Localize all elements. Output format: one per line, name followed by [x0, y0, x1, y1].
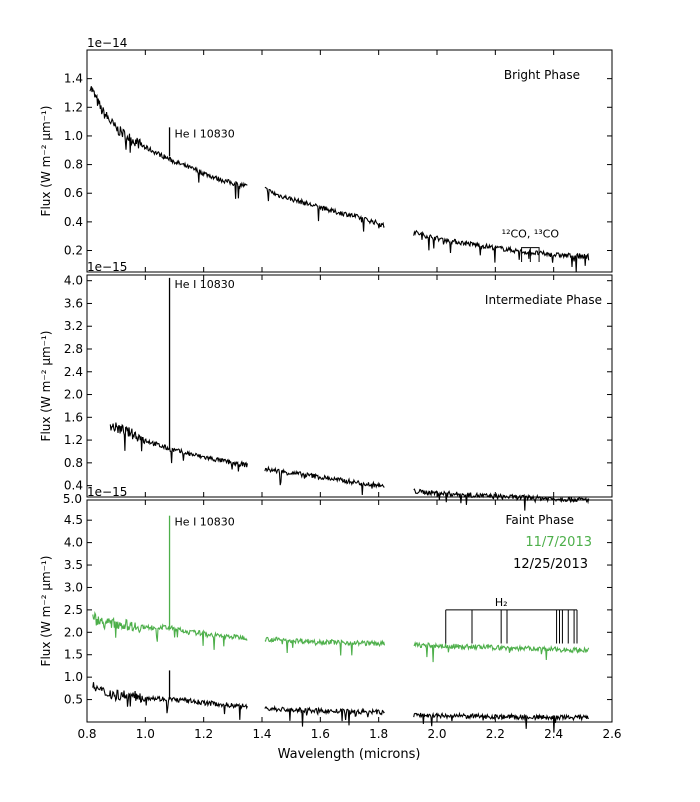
y-tick-label: 0.8 [64, 456, 83, 470]
spectrum-line-bright-seg2 [413, 229, 590, 273]
y-tick-label: 1.4 [64, 72, 83, 86]
panel-intermediate-title: Intermediate Phase [485, 293, 602, 307]
y-tick-label: 1.5 [64, 648, 83, 662]
co-bandhead-marker [521, 247, 540, 262]
panel-intermediate-annotations: He I 10830 [168, 277, 235, 449]
panel-faint-top-label: 5.0 [63, 492, 82, 506]
panel-bright-y-ticks: 0.2 0.4 0.6 0.8 1.0 1.2 1.4 [64, 72, 612, 258]
y-tick-label: 1.6 [64, 410, 83, 424]
spectrum-line-intermediate-seg0 [109, 422, 248, 472]
panel-faint-title: Faint Phase [506, 513, 574, 527]
x-tick-label: 1.6 [311, 727, 330, 741]
panel-faint-annotations: He I 10830 H₂ [168, 515, 578, 700]
y-tick-label: 1.0 [64, 670, 83, 684]
y-tick-label: 0.4 [64, 479, 83, 493]
spectrum-line-11-7-2013-seg0 [92, 611, 248, 650]
panel-bright-series [89, 86, 590, 273]
spectrum-line-bright-seg0 [89, 86, 248, 199]
x-tick-label: 2.4 [544, 727, 563, 741]
he-i-label: He I 10830 [175, 516, 235, 529]
panel-bright-offset-label: 1e−14 [87, 36, 127, 50]
x-axis-label: Wavelength (microns) [278, 747, 421, 762]
y-tick-label: 3.0 [64, 580, 83, 594]
panel-intermediate-offset-label: 1e−15 [87, 260, 127, 274]
y-tick-label: 1.0 [64, 129, 83, 143]
panel-bright-title: Bright Phase [504, 68, 580, 82]
spectrum-line-intermediate-seg2 [413, 488, 590, 511]
spectrum-line-11-7-2013-seg2 [413, 641, 590, 663]
panel-intermediate: 0.4 0.8 1.2 1.6 2.0 2.4 2.8 3.2 3.6 4.0 He I 1083… [39, 260, 613, 511]
legend-label-11-7-2013: 11/7/2013 [525, 535, 592, 550]
panel-faint-x-ticks: 0.8 1.0 1.2 1.4 1.6 1.8 2.0 2.2 2.4 2.6 [77, 500, 622, 741]
y-tick-label: 2.5 [64, 603, 83, 617]
spectrum-line-bright-seg1 [264, 186, 385, 232]
panel-faint-y-ticks: 0.5 1.0 1.5 2.0 2.5 3.0 3.5 4.0 4.5 [64, 513, 612, 707]
panel-intermediate-y-ticks: 0.4 0.8 1.2 1.6 2.0 2.4 2.8 3.2 3.6 4.0 [64, 274, 612, 493]
panel-intermediate-ylabel: Flux (W m⁻² μm⁻¹) [39, 331, 53, 442]
x-tick-label: 1.2 [194, 727, 213, 741]
panel-faint-offset-label: 1e−15 [87, 485, 127, 499]
spectrum-line-11-7-2013-seg1 [264, 636, 386, 656]
panel-bright-ylabel: Flux (W m⁻² μm⁻¹) [39, 106, 53, 217]
y-tick-label: 4.0 [64, 536, 83, 550]
x-tick-label: 2.2 [486, 727, 505, 741]
y-tick-label: 2.8 [64, 342, 83, 356]
y-tick-label: 1.2 [64, 433, 83, 447]
panel-bright-annotations: He I 10830 ¹²CO, ¹³CO [168, 127, 560, 262]
panel-faint: 0.5 1.0 1.5 2.0 2.5 3.0 3.5 4.0 4.5 0.8 1.0 1.2 1.4… [39, 485, 622, 741]
y-tick-label: 0.6 [64, 186, 83, 200]
x-tick-label: 0.8 [77, 727, 96, 741]
y-tick-label: 1.2 [64, 100, 83, 114]
panel-intermediate-frame [86, 274, 613, 498]
y-tick-label: 0.8 [64, 158, 83, 172]
y-tick-label: 2.4 [64, 365, 83, 379]
spectrum-line-12-25-2013-seg2 [413, 711, 589, 733]
y-tick-label: 3.6 [64, 296, 83, 310]
y-tick-label: 0.2 [64, 244, 83, 258]
x-tick-label: 2.0 [427, 727, 446, 741]
panel-bright: 0.2 0.4 0.6 0.8 1.0 1.2 1.4 He I 10830 ¹²CO, ¹³… [39, 36, 613, 273]
y-tick-label: 2.0 [64, 625, 83, 639]
panel-intermediate-series [109, 422, 590, 511]
panel-faint-ylabel: Flux (W m⁻² μm⁻¹) [39, 556, 53, 667]
h2-label: H₂ [495, 596, 508, 609]
he-i-label: He I 10830 [175, 127, 235, 140]
panel-bright-frame [86, 49, 613, 273]
y-tick-label: 3.5 [64, 558, 83, 572]
panel-faint-frame [86, 499, 613, 723]
spectrum-line-12-25-2013-seg1 [264, 704, 385, 727]
x-tick-label: 2.6 [602, 727, 621, 741]
spectrum-line-intermediate-seg1 [264, 465, 385, 496]
x-tick-label: 1.0 [136, 727, 155, 741]
y-tick-label: 4.5 [64, 513, 83, 527]
y-tick-label: 4.0 [64, 274, 83, 288]
x-tick-label: 1.8 [369, 727, 388, 741]
legend-label-12-25-2013: 12/25/2013 [513, 557, 588, 572]
co-label: ¹²CO, ¹³CO [502, 228, 560, 241]
panel-faint-series [92, 611, 590, 733]
y-tick-label: 0.5 [64, 693, 83, 707]
panel-intermediate-x-ticks [86, 275, 613, 497]
y-tick-label: 3.2 [64, 319, 83, 333]
y-tick-label: 0.4 [64, 215, 83, 229]
panel-bright-x-ticks [86, 50, 613, 272]
y-tick-label: 2.0 [64, 388, 83, 402]
he-i-label: He I 10830 [175, 278, 235, 291]
x-tick-label: 1.4 [252, 727, 271, 741]
